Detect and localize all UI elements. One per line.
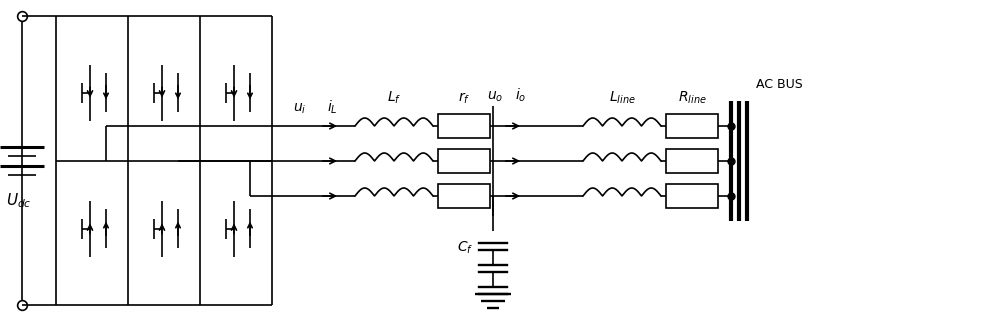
Bar <box>438 149 490 173</box>
Bar <box>438 114 490 138</box>
Text: $i_o$: $i_o$ <box>515 87 527 104</box>
Text: $L_f$: $L_f$ <box>387 90 401 106</box>
Text: $R_{line}$: $R_{line}$ <box>678 90 706 106</box>
Bar <box>666 184 718 208</box>
Bar <box>666 114 718 138</box>
Text: $u_i$: $u_i$ <box>293 102 307 116</box>
Bar <box>666 149 718 173</box>
Text: $i_L$: $i_L$ <box>327 99 337 116</box>
Text: $L_{line}$: $L_{line}$ <box>609 90 635 106</box>
Text: $U_{dc}$: $U_{dc}$ <box>6 191 32 210</box>
Text: $r_f$: $r_f$ <box>458 91 470 106</box>
Text: $u_o$: $u_o$ <box>487 90 503 104</box>
Text: AC BUS: AC BUS <box>756 77 803 91</box>
Bar <box>438 184 490 208</box>
Text: $C_f$: $C_f$ <box>457 240 473 256</box>
